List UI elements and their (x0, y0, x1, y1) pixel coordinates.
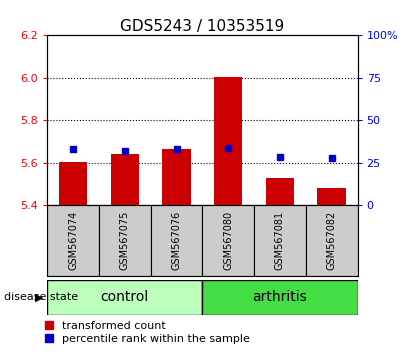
Bar (317, 188, 346, 205)
Bar (306, 205, 358, 276)
Bar (266, 178, 294, 205)
Bar (202, 280, 358, 315)
Title: GDS5243 / 10353519: GDS5243 / 10353519 (120, 19, 284, 34)
Bar (59, 162, 88, 205)
Text: arthritis: arthritis (253, 290, 307, 304)
Bar (254, 205, 306, 276)
Text: ▶: ▶ (35, 292, 43, 302)
Bar (47, 280, 203, 315)
Text: GSM567075: GSM567075 (120, 211, 130, 270)
Bar (99, 205, 151, 276)
Bar (111, 154, 139, 205)
Text: GSM567074: GSM567074 (68, 211, 78, 270)
Text: GSM567082: GSM567082 (327, 211, 337, 270)
Legend: transformed count, percentile rank within the sample: transformed count, percentile rank withi… (45, 321, 250, 344)
Bar (151, 205, 203, 276)
Bar (47, 205, 99, 276)
Bar (162, 149, 191, 205)
Bar (202, 205, 254, 276)
Text: GSM567076: GSM567076 (171, 211, 182, 270)
Text: GSM567080: GSM567080 (223, 211, 233, 270)
Text: disease state: disease state (4, 292, 78, 302)
Text: GSM567081: GSM567081 (275, 211, 285, 270)
Text: control: control (101, 290, 149, 304)
Bar (214, 77, 242, 205)
